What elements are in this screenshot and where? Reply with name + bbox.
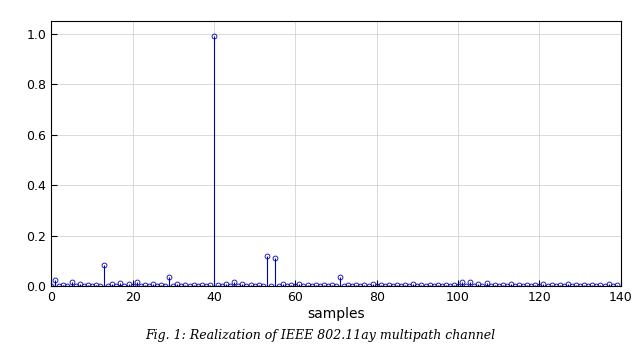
Text: Fig. 1: Realization of IEEE 802.11ay multipath channel: Fig. 1: Realization of IEEE 802.11ay mul…: [145, 328, 495, 342]
X-axis label: samples: samples: [307, 307, 365, 321]
